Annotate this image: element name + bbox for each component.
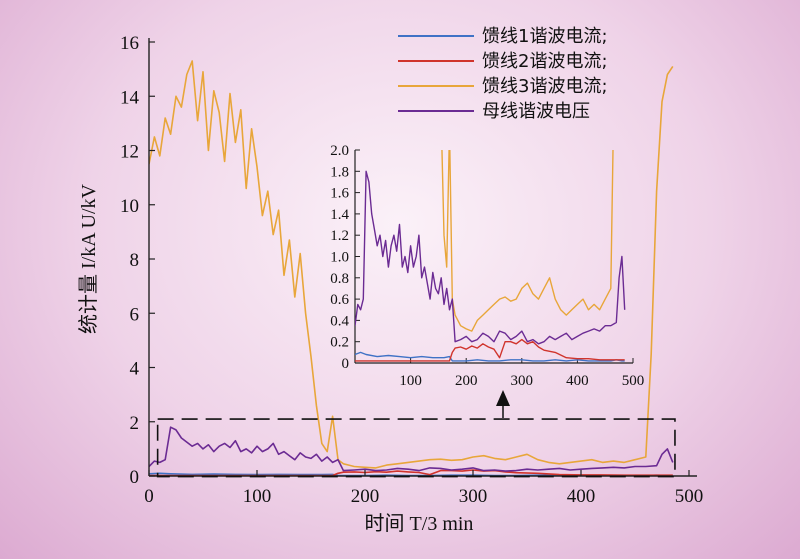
- inset-series-line-4: [355, 170, 626, 345]
- inset-y-tick-label: 1.4: [330, 207, 349, 223]
- y-tick-label: 10: [120, 196, 139, 217]
- y-tick-label: 16: [120, 33, 139, 54]
- zoom-arrow-head: [496, 390, 510, 406]
- inset-y-tick-label: 0.6: [330, 292, 349, 308]
- y-axis-label: 统计量 I/kA U/kV: [77, 183, 100, 334]
- inset-series-line-2: [355, 338, 625, 362]
- inset-y-tick-label: 1.6: [330, 186, 349, 202]
- x-tick-label: 100: [243, 486, 272, 507]
- legend-label-1: 馈线1谐波电流;: [482, 26, 608, 47]
- legend-label-2: 馈线2谐波电流;: [482, 51, 608, 72]
- series-line-2: [149, 469, 673, 476]
- y-tick-label: 4: [130, 359, 140, 380]
- y-tick-label: 6: [130, 304, 140, 325]
- zoom-region-box: [156, 390, 676, 478]
- x-tick-label: 300: [459, 486, 488, 507]
- inset-series: [355, 150, 626, 362]
- inset-y-tick-label: 1.8: [330, 164, 349, 180]
- legend-label-4: 母线谐波电压: [482, 101, 590, 122]
- y-tick-label: 12: [120, 142, 139, 163]
- legend: 馈线1谐波电流; 馈线2谐波电流; 馈线3谐波电流; 母线谐波电压: [398, 26, 608, 122]
- inset-x-tick-label: 200: [455, 373, 478, 389]
- series-line-4: [149, 426, 674, 472]
- x-tick-label: 400: [567, 486, 596, 507]
- inset-y-tick-label: 2.0: [330, 143, 349, 159]
- inset-x-tick-label: 100: [399, 373, 422, 389]
- inset-chart: 0 0.2 0.4 0.6 0.8 1.0 1.2 1.4 1.6 1.8 2.0 100 200 300…: [330, 143, 645, 389]
- x-axis-label: 时间 T/3 min: [365, 512, 474, 535]
- main-plot-series: [149, 60, 674, 476]
- inset-series-line-3: [441, 150, 614, 332]
- inset-y-tick-label: 1.0: [330, 250, 349, 266]
- inset-x-tick-label: 400: [566, 373, 589, 389]
- inset-y-tick-label: 0.8: [330, 271, 349, 287]
- inset-y-tick-label: 0.2: [330, 335, 349, 351]
- y-tick-label: 0: [130, 467, 140, 488]
- legend-label-3: 馈线3谐波电流;: [482, 76, 608, 97]
- inset-x-tick-label: 500: [622, 373, 645, 389]
- y-tick-label: 2: [130, 413, 140, 434]
- x-tick-label: 0: [144, 486, 154, 507]
- main-axes: 0 2 4 6 8 10 12 14 16 0 100 200 300 400 500: [120, 33, 703, 507]
- y-tick-label: 8: [130, 250, 140, 271]
- x-tick-label: 500: [675, 486, 704, 507]
- x-tick-label: 200: [351, 486, 380, 507]
- inset-y-tick-label: 0.4: [330, 313, 349, 329]
- series-line-3: [149, 60, 674, 469]
- inset-series-line-1: [355, 351, 625, 362]
- y-tick-label: 14: [120, 87, 140, 108]
- inset-y-tick-label: 0: [342, 356, 350, 372]
- inset-x-tick-label: 300: [511, 373, 534, 389]
- inset-y-tick-label: 1.2: [330, 228, 349, 244]
